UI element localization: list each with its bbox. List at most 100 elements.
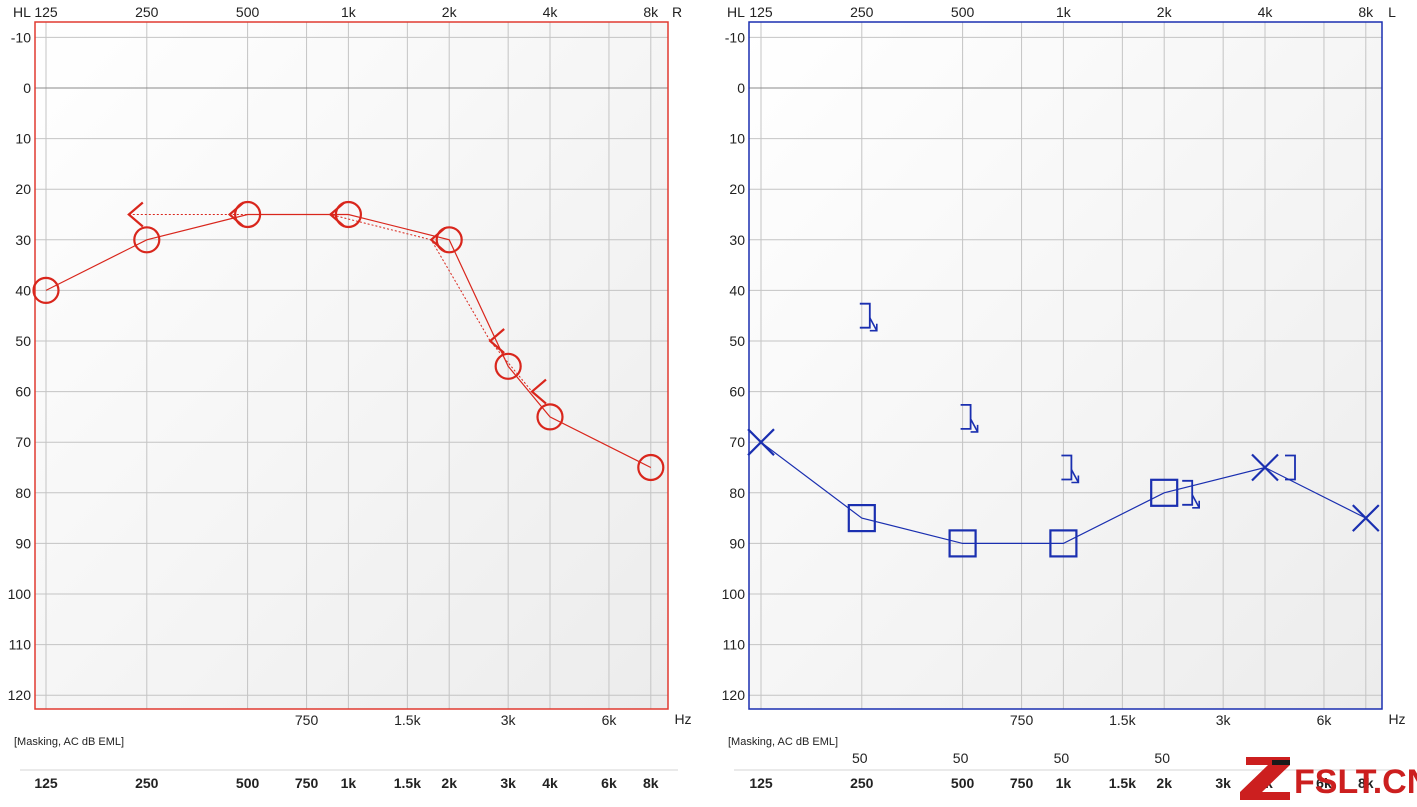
masking-value: 50 <box>953 750 969 766</box>
logo-mark-icon <box>1240 757 1290 800</box>
x-tick-label-mid: 6k <box>1317 712 1333 728</box>
bottom-frequency-label: 750 <box>295 775 319 791</box>
ac-marker <box>747 428 775 456</box>
bottom-frequency-label: 2k <box>441 775 457 791</box>
y-tick-label: 0 <box>23 80 31 96</box>
ac-marker <box>1251 453 1279 482</box>
no-response-arrow <box>1191 494 1200 509</box>
plot-area <box>749 22 1382 709</box>
right-ear-chart: HL R 125 250 500 1k 2k 4k 8k 750 1.5k 3k 6k Hz -10 0 10 2… <box>8 4 692 791</box>
y-tick-label: 40 <box>15 282 31 298</box>
x-tick-label-mid: 750 <box>295 712 319 728</box>
hz-label: Hz <box>1388 711 1405 727</box>
x-tick-label-mid: 6k <box>602 712 618 728</box>
y-tick-label: 30 <box>15 232 31 248</box>
y-tick-label: 20 <box>15 181 31 197</box>
bc-bracket <box>1061 454 1073 481</box>
x-tick-label-top: 125 <box>34 4 58 20</box>
no-response-arrow <box>969 418 979 433</box>
bottom-frequency-label: 3k <box>500 775 516 791</box>
bottom-frequency-label: 500 <box>951 775 975 791</box>
x-tick-label-top: 250 <box>850 4 874 20</box>
y-tick-label: 110 <box>723 637 746 653</box>
bottom-frequency-label: 1.5k <box>394 775 421 791</box>
y-tick-label: 40 <box>729 282 745 298</box>
bottom-frequency-label: 125 <box>749 775 773 791</box>
bc-marker <box>859 302 878 332</box>
x-tick-label-top: 4k <box>1258 4 1274 20</box>
ear-label: L <box>1388 4 1396 20</box>
x-tick-label-top: 2k <box>1157 4 1173 20</box>
masking-value: 50 <box>1154 750 1170 766</box>
hz-label: Hz <box>674 711 691 727</box>
site-logo: FSLT.CN <box>1240 757 1417 801</box>
bc-bracket <box>859 302 871 329</box>
ac-marker <box>435 226 463 254</box>
no-response-arrow <box>1070 469 1080 483</box>
y-tick-label: 10 <box>729 131 745 147</box>
masking-value: 50 <box>852 750 868 766</box>
y-tick-label: 90 <box>729 535 745 551</box>
ac-marker <box>1049 529 1078 558</box>
ac-marker <box>133 226 161 254</box>
x-tick-label-mid: 3k <box>501 712 517 728</box>
ac-line <box>45 213 652 469</box>
bottom-frequency-label: 1k <box>341 775 357 791</box>
bottom-frequency-label: 250 <box>135 775 159 791</box>
plot-frame <box>34 21 669 710</box>
masking-label: [Masking, AC dB EML] <box>728 736 838 748</box>
bottom-frequency-label: 8k <box>1358 775 1374 791</box>
no-response-arrowhead <box>1192 500 1200 509</box>
bc-bracket <box>1182 479 1194 506</box>
masking-value: 50 <box>1054 750 1070 766</box>
bottom-frequency-label: 3k <box>1215 775 1231 791</box>
x-tick-label-top: 500 <box>951 4 975 20</box>
bc-marker <box>488 328 505 354</box>
bottom-frequency-label: 1.5k <box>1109 775 1136 791</box>
x-tick-label-top: 2k <box>442 4 458 20</box>
ac-marker <box>1352 504 1380 532</box>
y-tick-label: 90 <box>15 535 31 551</box>
bottom-frequency-label: 2k <box>1156 775 1172 791</box>
x-tick-label-mid: 3k <box>1216 712 1232 728</box>
x-tick-label-top: 500 <box>236 4 260 20</box>
bc-marker <box>960 403 979 433</box>
bottom-frequency-label: 1k <box>1056 775 1072 791</box>
x-tick-label-top: 125 <box>749 4 773 20</box>
bottom-frequency-label: 250 <box>850 775 874 791</box>
ac-marker <box>536 403 564 431</box>
x-tick-label-mid: 750 <box>1010 712 1034 728</box>
no-response-arrow <box>869 317 878 332</box>
bc-marker <box>1061 454 1080 484</box>
bottom-frequency-label: 750 <box>1010 775 1034 791</box>
y-tick-label: 100 <box>8 586 32 602</box>
x-tick-label-top: 8k <box>1358 4 1374 20</box>
bc-bracket <box>960 403 972 430</box>
bottom-frequency-label: 6k <box>601 775 617 791</box>
y-tick-label: 60 <box>15 384 31 400</box>
y-tick-label: 60 <box>729 384 745 400</box>
bc-marker <box>530 378 547 405</box>
bottom-frequency-label: 8k <box>643 775 659 791</box>
no-response-arrowhead <box>970 424 979 433</box>
y-tick-label: 120 <box>8 687 32 703</box>
hl-label: HL <box>13 4 31 20</box>
y-tick-label: 70 <box>15 434 31 450</box>
bc-line <box>128 214 533 392</box>
x-tick-label-mid: 1.5k <box>1109 712 1136 728</box>
ac-marker <box>32 276 60 304</box>
ac-marker <box>1150 478 1179 507</box>
bc-marker <box>1182 479 1200 509</box>
y-tick-label: 10 <box>15 131 31 147</box>
no-response-arrowhead <box>869 323 878 332</box>
ac-marker <box>637 453 665 482</box>
ac-marker <box>494 352 522 380</box>
y-tick-label: -10 <box>725 29 745 45</box>
plot-frame <box>748 21 1383 710</box>
y-tick-label: 30 <box>729 232 745 248</box>
x-tick-label-top: 4k <box>543 4 559 20</box>
left-ear-chart: HL L 125 250 500 1k 2k 4k 8k 750 1.5k 3k 6k Hz -10 0 10 2… <box>722 4 1406 791</box>
bottom-frequency-label: 125 <box>34 775 58 791</box>
y-tick-label: 80 <box>15 485 31 501</box>
